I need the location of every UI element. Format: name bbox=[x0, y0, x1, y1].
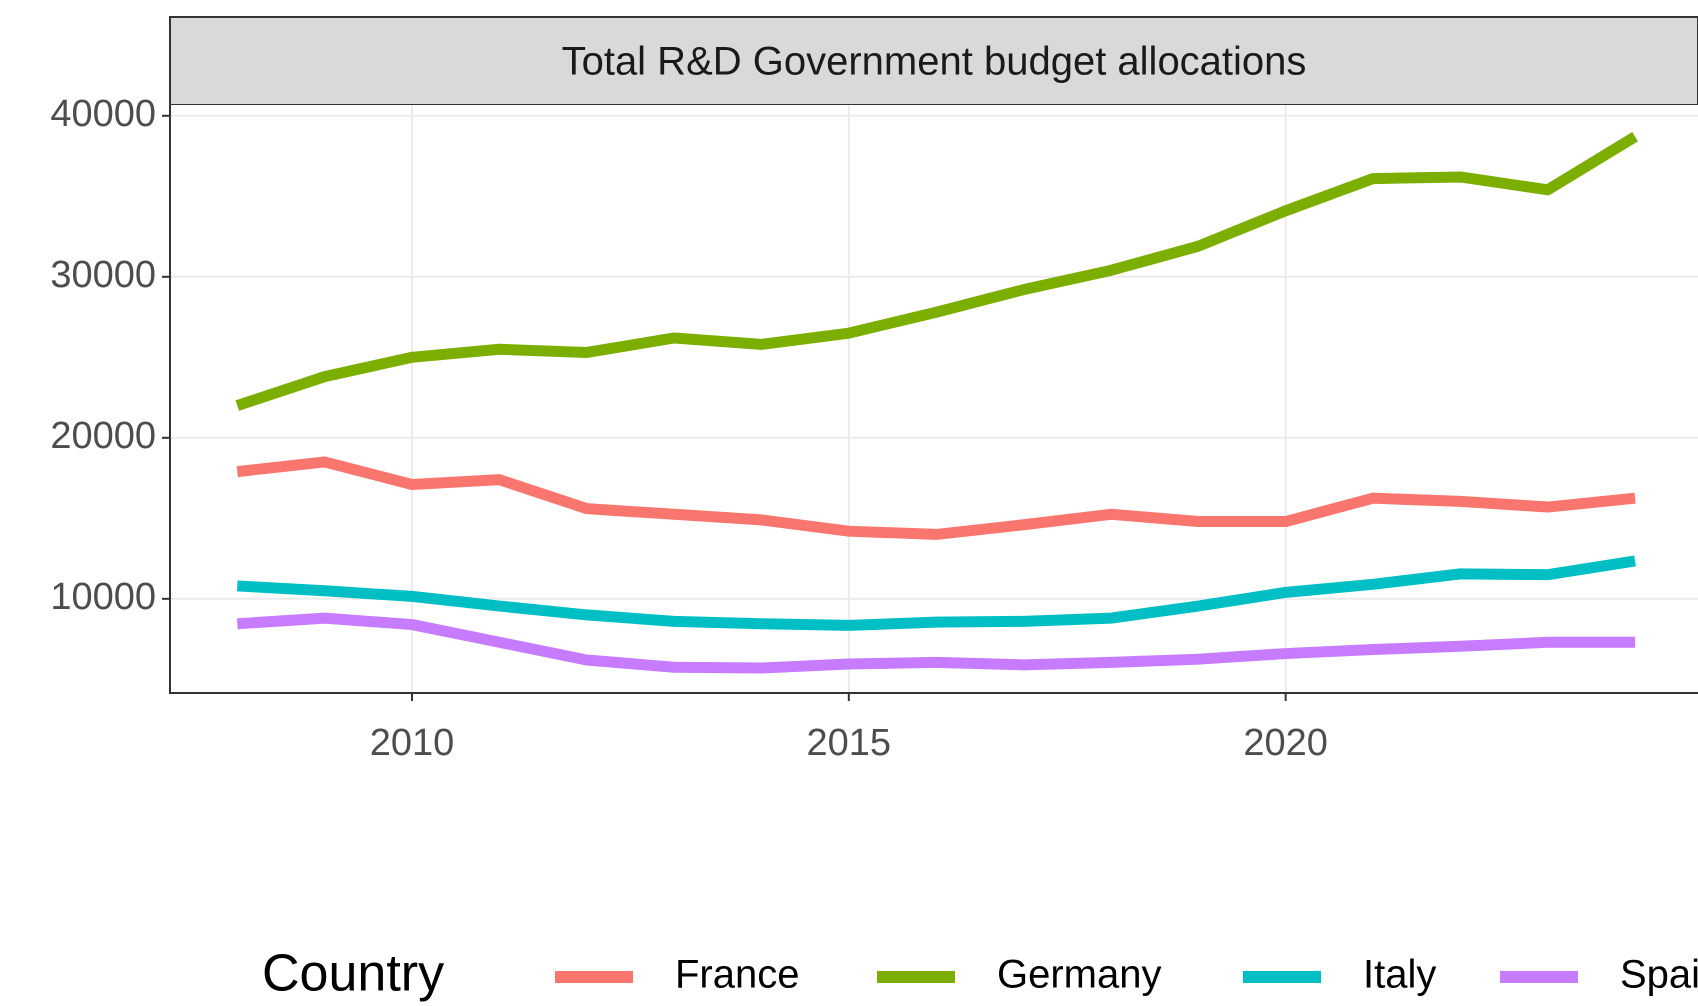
y-tick-label: 40000 bbox=[50, 93, 156, 135]
x-tick-label: 2010 bbox=[370, 722, 455, 764]
chart-title: Total R&D Government budget allocations bbox=[562, 40, 1307, 84]
y-tick-label: 20000 bbox=[50, 415, 156, 457]
legend-label: Germany bbox=[997, 953, 1162, 997]
line bbox=[236, 456, 1636, 540]
legend-label: Italy bbox=[1363, 953, 1436, 997]
panel-border bbox=[169, 105, 1698, 694]
legend-title: Country bbox=[262, 945, 444, 1003]
strip bbox=[169, 16, 1698, 106]
y-tick-label: 30000 bbox=[50, 254, 156, 296]
x-tick-label: 2015 bbox=[807, 722, 892, 764]
line bbox=[236, 555, 1636, 631]
legend-label: Spain bbox=[1620, 953, 1698, 997]
line bbox=[235, 132, 1638, 411]
y-tick-label: 10000 bbox=[50, 576, 156, 618]
x-tick-label: 2020 bbox=[1243, 722, 1328, 764]
plot-area bbox=[170, 105, 1698, 693]
line bbox=[236, 612, 1636, 674]
legend-label: France bbox=[675, 953, 800, 997]
